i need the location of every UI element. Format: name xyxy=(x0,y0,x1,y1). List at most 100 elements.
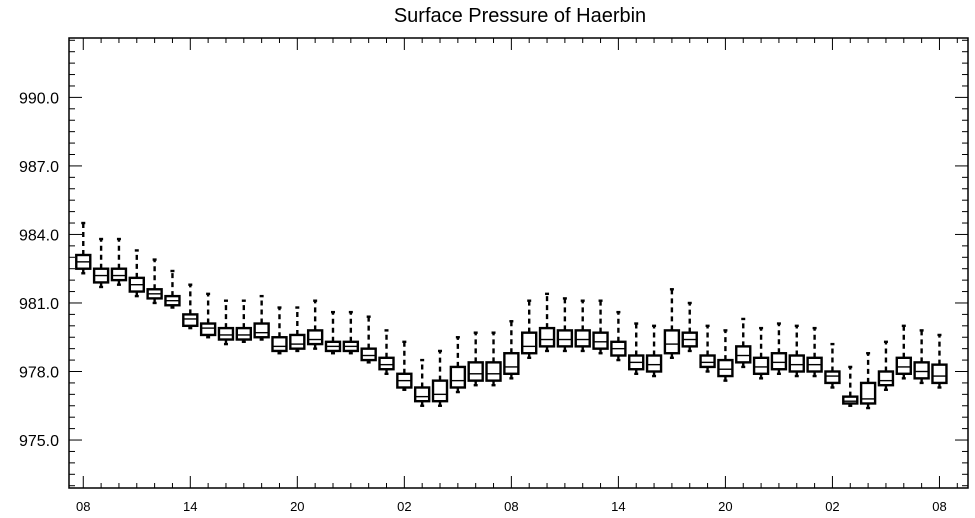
box xyxy=(788,354,805,373)
box xyxy=(485,361,502,382)
box xyxy=(235,326,253,341)
box xyxy=(306,329,324,346)
box xyxy=(842,395,859,405)
y-tick-label: 987.0 xyxy=(19,159,59,176)
box xyxy=(770,352,788,371)
chart-title: Surface Pressure of Haerbin xyxy=(394,5,646,27)
box-plot xyxy=(467,331,484,387)
box-plot xyxy=(182,283,199,330)
box xyxy=(271,336,288,353)
box xyxy=(217,326,235,341)
box xyxy=(449,365,467,389)
box-plot xyxy=(146,258,163,305)
box-plot xyxy=(824,342,841,389)
box xyxy=(110,267,128,282)
box xyxy=(824,370,841,385)
box xyxy=(182,313,199,328)
box xyxy=(645,354,663,373)
x-tick-label: 14 xyxy=(183,499,197,514)
box-plot xyxy=(164,269,181,309)
box xyxy=(538,326,556,348)
box-plot xyxy=(360,315,377,364)
box-plot xyxy=(306,299,324,350)
y-tick-label: 978.0 xyxy=(19,365,59,382)
box xyxy=(556,329,574,348)
y-tick-label: 981.0 xyxy=(19,296,59,313)
x-tick-label: 02 xyxy=(825,499,839,514)
box-plot xyxy=(610,310,627,362)
box-plot xyxy=(895,324,912,380)
box-plot xyxy=(931,333,948,389)
box-plot xyxy=(75,221,92,275)
box xyxy=(378,356,395,371)
box xyxy=(431,379,449,403)
box xyxy=(467,361,484,382)
box xyxy=(413,386,431,403)
box xyxy=(289,333,306,350)
box-plot xyxy=(128,249,145,298)
y-tick-label: 990.0 xyxy=(19,90,59,107)
box xyxy=(877,370,895,387)
box-plot xyxy=(235,299,253,344)
box-plot xyxy=(485,331,502,387)
box xyxy=(931,363,948,385)
box-plot xyxy=(859,352,877,410)
box xyxy=(735,345,752,364)
axes-layer: 975.0 978.0 981.0 984.0 987.0 990.0 08 14 20 02 08… xyxy=(19,37,969,514)
y-tick-label: 984.0 xyxy=(19,227,59,244)
box-plot xyxy=(752,326,770,380)
box-plot xyxy=(110,237,128,286)
box-plot xyxy=(877,340,895,391)
x-tick-label: 14 xyxy=(611,499,625,514)
box xyxy=(752,356,770,375)
box-plot xyxy=(628,322,645,375)
box xyxy=(574,329,591,348)
box-plot xyxy=(788,324,805,378)
box xyxy=(717,358,734,378)
box-plot xyxy=(396,340,413,391)
box-plot xyxy=(271,306,288,355)
box-plot xyxy=(449,336,467,394)
x-tick-label: 08 xyxy=(76,499,90,514)
box-plot xyxy=(413,358,431,407)
box-plot xyxy=(681,301,698,353)
box-plot xyxy=(431,349,449,407)
box-plot xyxy=(645,324,663,378)
x-tick-label: 20 xyxy=(290,499,304,514)
box xyxy=(360,347,377,362)
box-plot xyxy=(538,292,556,353)
plot-frame xyxy=(68,37,969,489)
box-plot xyxy=(556,297,574,353)
box-plot xyxy=(699,324,716,373)
box-plot xyxy=(913,329,930,385)
box-plot xyxy=(521,299,538,359)
box xyxy=(503,352,520,375)
box-plot xyxy=(324,310,342,355)
box xyxy=(521,331,538,355)
box-plot xyxy=(806,326,823,378)
box-plot xyxy=(663,288,681,359)
box-plot xyxy=(92,237,110,289)
y-tick-label: 975.0 xyxy=(19,433,59,450)
x-tick-label: 08 xyxy=(504,499,518,514)
box-plot xyxy=(199,292,217,339)
box-plot xyxy=(503,320,520,380)
box xyxy=(199,322,217,337)
x-tick-label: 02 xyxy=(397,499,411,514)
box xyxy=(699,354,716,369)
box xyxy=(859,381,877,405)
box xyxy=(913,361,930,380)
x-tick-label: 08 xyxy=(932,499,946,514)
box-plot xyxy=(342,310,360,355)
box-plot xyxy=(253,294,270,341)
x-tick-label: 20 xyxy=(718,499,732,514)
box-plot xyxy=(378,329,395,375)
box-plot xyxy=(842,365,859,407)
box-plot xyxy=(592,299,609,355)
box-plot xyxy=(717,329,734,382)
box-plot xyxy=(735,317,752,369)
box xyxy=(663,329,681,355)
box-plot xyxy=(217,299,235,346)
box xyxy=(253,322,270,339)
